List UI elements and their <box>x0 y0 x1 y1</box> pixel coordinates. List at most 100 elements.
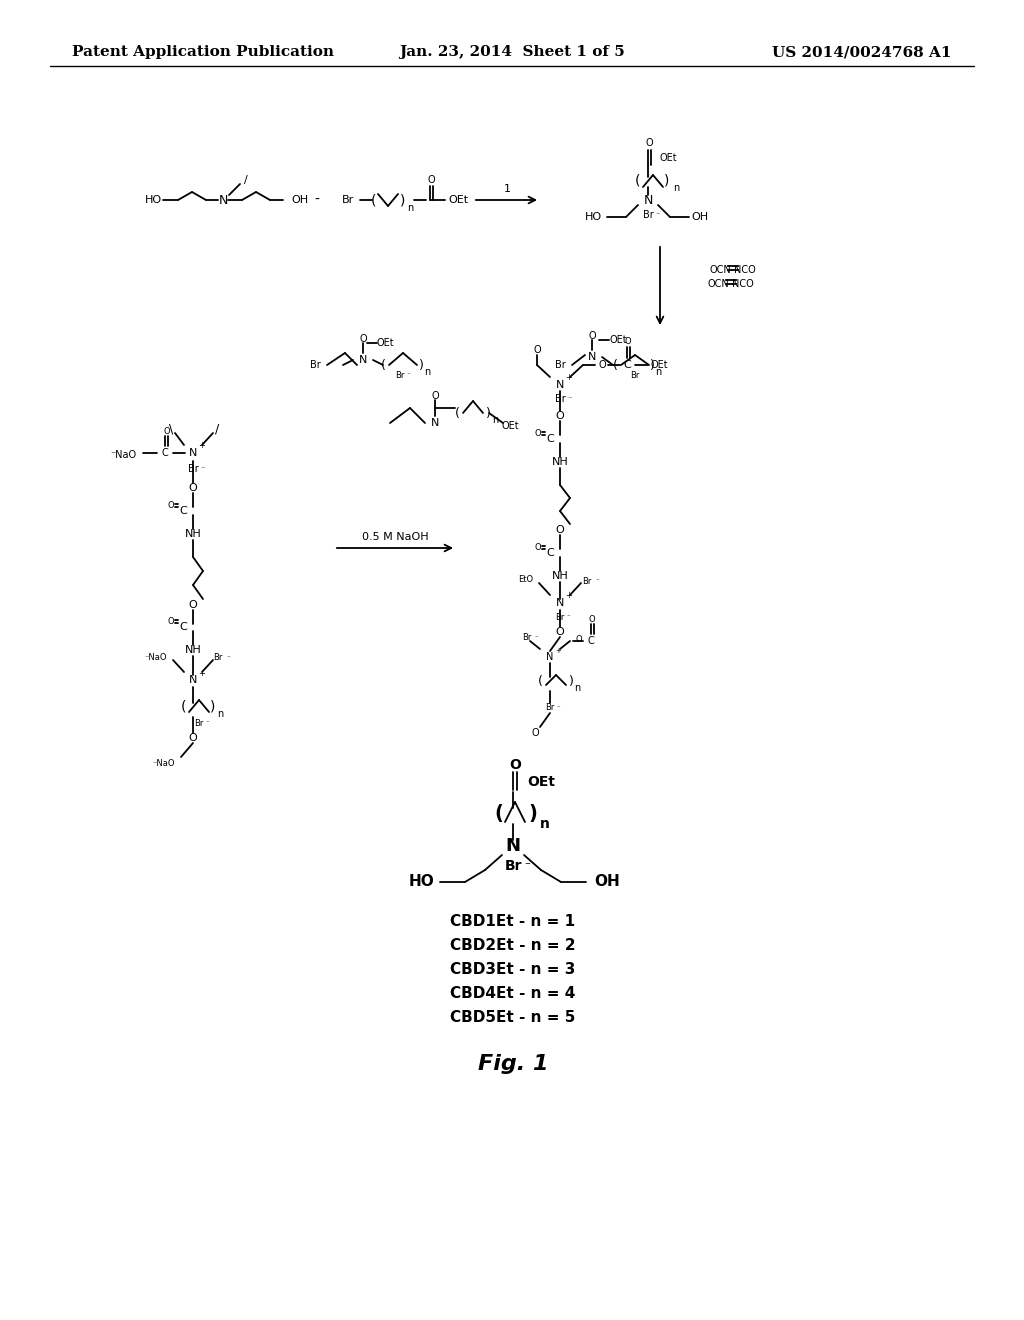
Text: ): ) <box>665 174 670 187</box>
Text: N: N <box>556 380 564 389</box>
Text: Br: Br <box>309 360 321 370</box>
Text: CBD1Et - n = 1: CBD1Et - n = 1 <box>451 915 575 929</box>
Text: (: ( <box>612 359 617 371</box>
Text: Br: Br <box>195 718 204 727</box>
Text: ⁻: ⁻ <box>201 465 205 474</box>
Text: C: C <box>179 622 186 632</box>
Text: n: n <box>217 709 223 719</box>
Text: Fig. 1: Fig. 1 <box>478 1053 548 1074</box>
Text: Br: Br <box>504 859 522 873</box>
Text: C: C <box>546 434 554 444</box>
Text: C: C <box>179 506 186 516</box>
Text: O: O <box>188 601 198 610</box>
Text: O: O <box>164 426 170 436</box>
Text: Br: Br <box>555 393 565 404</box>
Text: (: ( <box>372 193 377 207</box>
Text: Patent Application Publication: Patent Application Publication <box>72 45 334 59</box>
Text: ⁻NaO: ⁻NaO <box>144 652 167 661</box>
Text: N: N <box>643 194 652 206</box>
Text: Br: Br <box>555 360 565 370</box>
Text: EtO: EtO <box>518 576 534 585</box>
Text: OCN: OCN <box>708 279 730 289</box>
Text: +: + <box>555 648 561 653</box>
Text: OEt: OEt <box>650 360 668 370</box>
Text: n: n <box>540 817 550 832</box>
Text: +: + <box>199 441 206 450</box>
Text: ): ) <box>568 675 573 688</box>
Text: (: ( <box>495 804 504 824</box>
Text: Br: Br <box>342 195 354 205</box>
Text: O: O <box>535 429 542 437</box>
Text: OH: OH <box>291 195 308 205</box>
Text: Br: Br <box>631 371 640 380</box>
Text: ⁻NaO: ⁻NaO <box>153 759 175 767</box>
Text: n: n <box>492 414 498 425</box>
Text: ): ) <box>649 359 654 371</box>
Text: HO: HO <box>585 213 601 222</box>
Text: O: O <box>556 627 564 638</box>
Text: N: N <box>218 194 227 206</box>
Text: NH: NH <box>184 645 202 655</box>
Text: O: O <box>534 345 541 355</box>
Text: (: ( <box>635 174 641 187</box>
Text: +: + <box>565 374 572 383</box>
Text: O: O <box>168 500 174 510</box>
Text: ⁻: ⁻ <box>595 578 599 583</box>
Text: C: C <box>546 548 554 558</box>
Text: O: O <box>556 411 564 421</box>
Text: Br: Br <box>555 612 564 622</box>
Text: Br: Br <box>546 704 555 713</box>
Text: O: O <box>531 729 539 738</box>
Text: (: ( <box>381 359 385 371</box>
Text: ⁻: ⁻ <box>535 635 538 642</box>
Text: Jan. 23, 2014  Sheet 1 of 5: Jan. 23, 2014 Sheet 1 of 5 <box>399 45 625 59</box>
Text: N: N <box>556 598 564 609</box>
Text: NCO: NCO <box>734 265 756 275</box>
Text: NH: NH <box>552 457 568 467</box>
Text: CBD5Et - n = 5: CBD5Et - n = 5 <box>451 1011 575 1026</box>
Text: Br: Br <box>395 371 404 380</box>
Text: +: + <box>199 668 206 677</box>
Text: N: N <box>188 447 198 458</box>
Text: N: N <box>588 352 596 362</box>
Text: ⁻: ⁻ <box>205 719 209 726</box>
Text: O: O <box>588 331 596 341</box>
Text: O: O <box>427 176 435 185</box>
Text: OCN: OCN <box>710 265 732 275</box>
Text: \: \ <box>169 422 173 436</box>
Text: 1: 1 <box>504 183 511 194</box>
Text: OH: OH <box>594 874 620 890</box>
Text: /: / <box>244 176 248 185</box>
Text: (: ( <box>455 407 460 420</box>
Text: ⁻: ⁻ <box>524 861 530 871</box>
Text: N: N <box>431 418 439 428</box>
Text: N: N <box>358 355 368 366</box>
Text: n: n <box>424 367 430 378</box>
Text: (: ( <box>180 700 185 714</box>
Text: ): ) <box>210 700 216 714</box>
Text: Br: Br <box>643 210 653 220</box>
Text: N: N <box>188 675 198 685</box>
Text: /: / <box>215 422 219 436</box>
Text: O: O <box>589 615 595 624</box>
Text: n: n <box>407 203 413 213</box>
Text: O: O <box>509 758 521 772</box>
Text: O: O <box>188 733 198 743</box>
Text: NH: NH <box>184 529 202 539</box>
Text: Br: Br <box>522 634 531 643</box>
Text: 0.5 M NaOH: 0.5 M NaOH <box>361 532 428 543</box>
Text: O: O <box>359 334 367 345</box>
Text: N: N <box>547 652 554 663</box>
Text: ⁻: ⁻ <box>226 655 229 661</box>
Text: OEt: OEt <box>609 335 627 345</box>
Text: C: C <box>588 636 594 645</box>
Text: O: O <box>598 360 606 370</box>
Text: ⁻: ⁻ <box>556 705 560 711</box>
Text: OEt: OEt <box>527 775 555 789</box>
Text: Br: Br <box>187 465 199 474</box>
Text: CBD3Et - n = 3: CBD3Et - n = 3 <box>451 962 575 978</box>
Text: n: n <box>573 682 581 693</box>
Text: OEt: OEt <box>501 421 519 432</box>
Text: O: O <box>535 543 542 552</box>
Text: n: n <box>655 367 662 378</box>
